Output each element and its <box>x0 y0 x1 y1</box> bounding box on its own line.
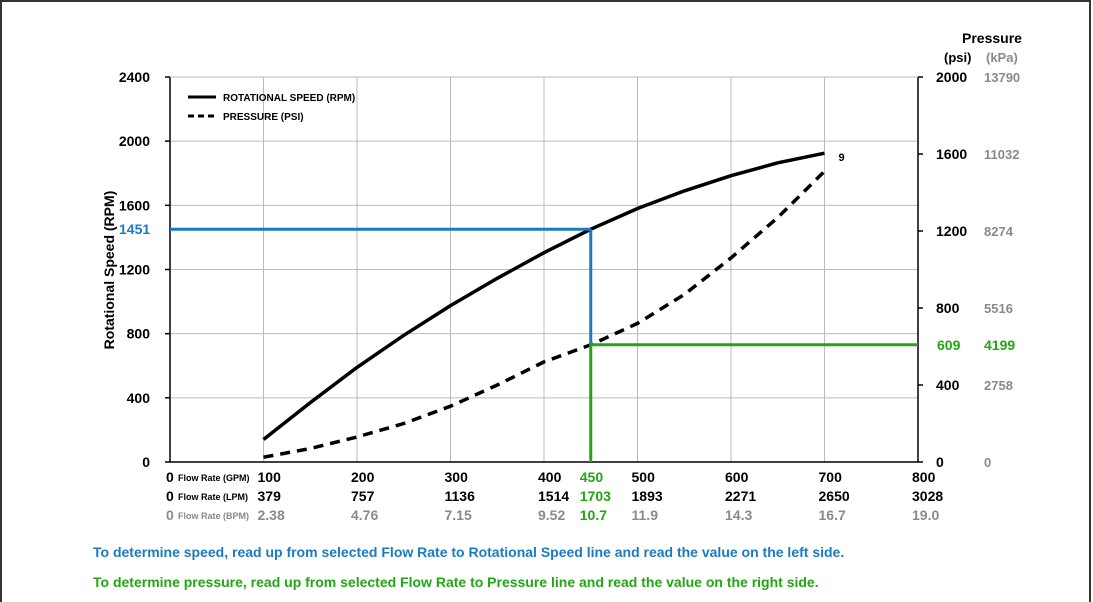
speed-readout-value: 1451 <box>119 221 150 237</box>
y2-tick-label-psi: 800 <box>936 300 960 316</box>
y2-tick-label-kpa: 5516 <box>984 301 1013 316</box>
y-tick-label: 0 <box>142 454 150 470</box>
x-tick-label: 14.3 <box>725 507 752 523</box>
x-tick-label: 11.9 <box>632 507 659 523</box>
y2-tick-label-kpa: 11032 <box>984 147 1019 162</box>
y-axis-title: Rotational Speed (RPM) <box>101 191 117 350</box>
x-tick-label: 800 <box>912 469 936 485</box>
speed-instruction: To determine speed, read up from selecte… <box>93 544 845 560</box>
selected-flow-label: 1703 <box>580 488 611 504</box>
y2-tick-label-psi: 400 <box>936 377 960 393</box>
y-tick-label: 1200 <box>119 262 150 278</box>
x-tick-label: 1893 <box>632 488 663 504</box>
y2-axis-title: Pressure <box>962 30 1022 46</box>
y2-tick-label-psi: 1600 <box>936 146 967 162</box>
y-tick-label: 400 <box>127 390 151 406</box>
y2-tick-label-psi: 2000 <box>936 69 967 85</box>
x-tick-label: 600 <box>725 469 749 485</box>
x-row-zero: 0 <box>166 507 174 523</box>
y2-tick-label-psi: 1200 <box>936 223 967 239</box>
pressure-curve <box>263 170 826 459</box>
y2-unit-psi: (psi) <box>944 50 971 65</box>
curve-end-label: 9 <box>839 152 845 164</box>
y-tick-label: 1600 <box>119 197 150 213</box>
x-row-zero: 0 <box>166 488 174 504</box>
x-tick-label: 4.76 <box>351 507 378 523</box>
pressure-readout-psi: 609 <box>937 337 961 353</box>
selected-flow-bg <box>577 507 612 523</box>
selected-flow-label: 10.7 <box>580 507 607 523</box>
y-tick-label: 2000 <box>119 133 150 149</box>
x-tick-label: 19.0 <box>912 507 939 523</box>
legend-pressure-label: PRESSURE (PSI) <box>223 112 304 123</box>
x-tick-label: 1136 <box>445 488 476 504</box>
x-row-title: Flow Rate (GPM) <box>178 473 250 483</box>
x-row-title: Flow Rate (LPM) <box>178 492 248 502</box>
speed-curve <box>262 151 825 441</box>
y2-tick-label-psi: 0 <box>936 454 944 470</box>
x-tick-label: 500 <box>632 469 656 485</box>
x-row-zero: 0 <box>166 469 174 485</box>
y2-tick-label-kpa: 13790 <box>984 70 1020 85</box>
y2-tick-label-kpa: 0 <box>984 455 991 470</box>
pressure-readout-kpa: 4199 <box>984 337 1015 353</box>
y2-tick-label-kpa: 8274 <box>984 224 1014 239</box>
y-tick-label: 800 <box>127 326 151 342</box>
x-row-title: Flow Rate (BPM) <box>178 511 249 521</box>
x-tick-label: 2271 <box>725 488 756 504</box>
y-tick-label: 2400 <box>119 69 150 85</box>
x-tick-label: 16.7 <box>819 507 846 523</box>
x-tick-label: 700 <box>819 469 843 485</box>
x-tick-label: 2650 <box>819 488 850 504</box>
x-tick-label: 379 <box>258 488 282 504</box>
selected-flow-label: 450 <box>580 469 604 485</box>
x-tick-label: 1514 <box>538 488 569 504</box>
x-tick-label: 2.38 <box>258 507 285 523</box>
x-tick-label: 9.52 <box>538 507 565 523</box>
x-tick-label: 3028 <box>912 488 943 504</box>
selected-flow-bg <box>577 469 612 485</box>
x-tick-label: 200 <box>351 469 375 485</box>
x-tick-label: 300 <box>445 469 469 485</box>
y2-tick-label-kpa: 2758 <box>984 378 1013 393</box>
x-tick-label: 757 <box>351 488 375 504</box>
x-tick-label: 100 <box>258 469 282 485</box>
pressure-instruction: To determine pressure, read up from sele… <box>93 574 819 590</box>
legend-speed-label: ROTATIONAL SPEED (RPM) <box>223 93 355 104</box>
x-tick-label: 400 <box>538 469 562 485</box>
y2-unit-kpa: (kPa) <box>986 50 1018 65</box>
selected-flow-bg <box>577 488 612 504</box>
x-tick-label: 7.15 <box>445 507 472 523</box>
